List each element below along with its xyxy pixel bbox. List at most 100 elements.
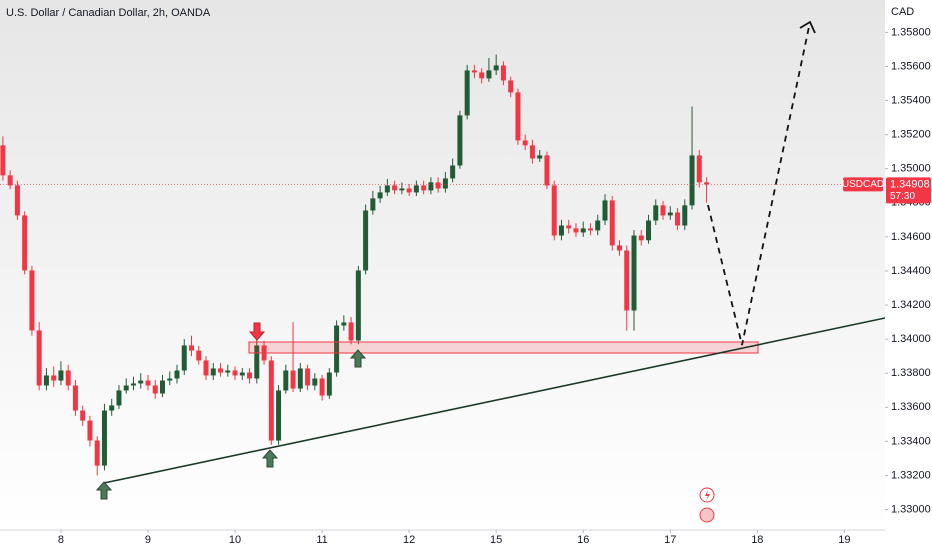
candles (0, 54, 710, 476)
projection-path (707, 21, 811, 346)
candle-body (704, 182, 710, 185)
candle-body (297, 368, 303, 389)
candle-body (471, 70, 477, 73)
chart-title: U.S. Dollar / Canadian Dollar, 2h, OANDA (6, 7, 211, 19)
y-tick-label: 1.35200 (891, 129, 931, 141)
candle-body (624, 250, 630, 311)
candle-body (218, 368, 224, 373)
candle-body (580, 228, 586, 233)
candle-body (500, 65, 506, 81)
candle-body (508, 80, 514, 93)
candle-body (486, 70, 492, 79)
y-tick-label: 1.33000 (891, 503, 931, 515)
y-tick-label: 1.34600 (891, 231, 931, 243)
candle-body (348, 322, 354, 341)
y-tick-label: 1.33600 (891, 401, 931, 413)
candle-body (341, 322, 347, 326)
candle-body (566, 225, 572, 229)
candle-body (181, 345, 187, 371)
candle-body (0, 145, 6, 176)
candle-body (355, 270, 361, 341)
candle-body (247, 372, 253, 379)
last-price-label: 1.34908 (890, 178, 930, 190)
candle-body (43, 375, 49, 386)
candle-body (159, 380, 165, 394)
y-tick-label: 1.33200 (891, 469, 931, 481)
candle-body (80, 410, 86, 421)
x-tick-label: 18 (751, 534, 763, 546)
y-tick-label: 1.34000 (891, 333, 931, 345)
candle-body (617, 245, 622, 251)
candle-body (72, 385, 78, 411)
candle-body (203, 360, 209, 376)
candle-body (326, 372, 332, 396)
candle-body (276, 390, 282, 441)
candle-body (7, 175, 13, 186)
candle-body (254, 345, 260, 379)
candle-body (421, 185, 427, 191)
lightning-icon (705, 490, 710, 501)
trendline (103, 317, 886, 484)
flag-icon[interactable] (699, 507, 715, 523)
y-tick-label: 1.34400 (891, 265, 931, 277)
candle-body (537, 155, 543, 159)
candle-body (239, 372, 245, 376)
candle-body (515, 92, 521, 141)
candle-body (406, 188, 412, 193)
candle-body (167, 378, 173, 381)
candle-body (442, 178, 448, 189)
candle-body (29, 270, 35, 331)
y-tick-label: 1.35800 (891, 26, 931, 38)
candle-body (123, 385, 129, 391)
candle-body (145, 380, 151, 386)
y-tick-label: 1.34200 (891, 299, 931, 311)
candle-body (638, 235, 644, 241)
x-tick-label: 9 (145, 534, 151, 546)
candle-body (646, 220, 652, 241)
candle-body (116, 390, 122, 406)
candle-body (522, 140, 528, 146)
candle-body (595, 220, 601, 231)
x-tick-label: 15 (490, 534, 502, 546)
x-tick-label: 12 (403, 534, 415, 546)
candle-body (319, 378, 325, 396)
candle-body (370, 198, 376, 211)
candle-body (544, 155, 550, 186)
candle-body (14, 185, 20, 216)
candle-body (682, 205, 688, 226)
candle-body (189, 345, 195, 351)
y-tick-label: 1.33400 (891, 435, 931, 447)
candle-body (587, 228, 593, 231)
candle-body (87, 420, 93, 441)
symbol-box (843, 177, 883, 192)
candle-body (152, 385, 158, 394)
candle-body (696, 155, 702, 183)
candle-body (631, 235, 637, 311)
candle-body (334, 325, 340, 373)
candle-body (22, 215, 28, 271)
candle-body (529, 145, 535, 159)
candle-body (305, 368, 311, 386)
candle-body (196, 350, 202, 361)
candle-body (675, 212, 681, 226)
x-tick-label: 17 (664, 534, 676, 546)
candle-body (435, 182, 441, 189)
candle-body (290, 370, 296, 389)
candle-body (413, 185, 419, 193)
candle-body (384, 185, 390, 193)
x-tick-label: 8 (58, 534, 64, 546)
y-tick-label: 1.35600 (891, 60, 931, 72)
candle-body (392, 185, 398, 191)
y-tick-label: 1.35400 (891, 94, 931, 106)
candle-body (283, 370, 289, 391)
candle-body (363, 210, 369, 271)
candle-body (450, 165, 456, 179)
buy-arrow (95, 481, 113, 500)
candle-body (609, 200, 615, 246)
x-tick-label: 11 (316, 534, 327, 546)
support-zone (248, 341, 759, 354)
price-box (886, 177, 931, 204)
buy-arrow (349, 349, 367, 368)
candle-body (109, 405, 115, 411)
